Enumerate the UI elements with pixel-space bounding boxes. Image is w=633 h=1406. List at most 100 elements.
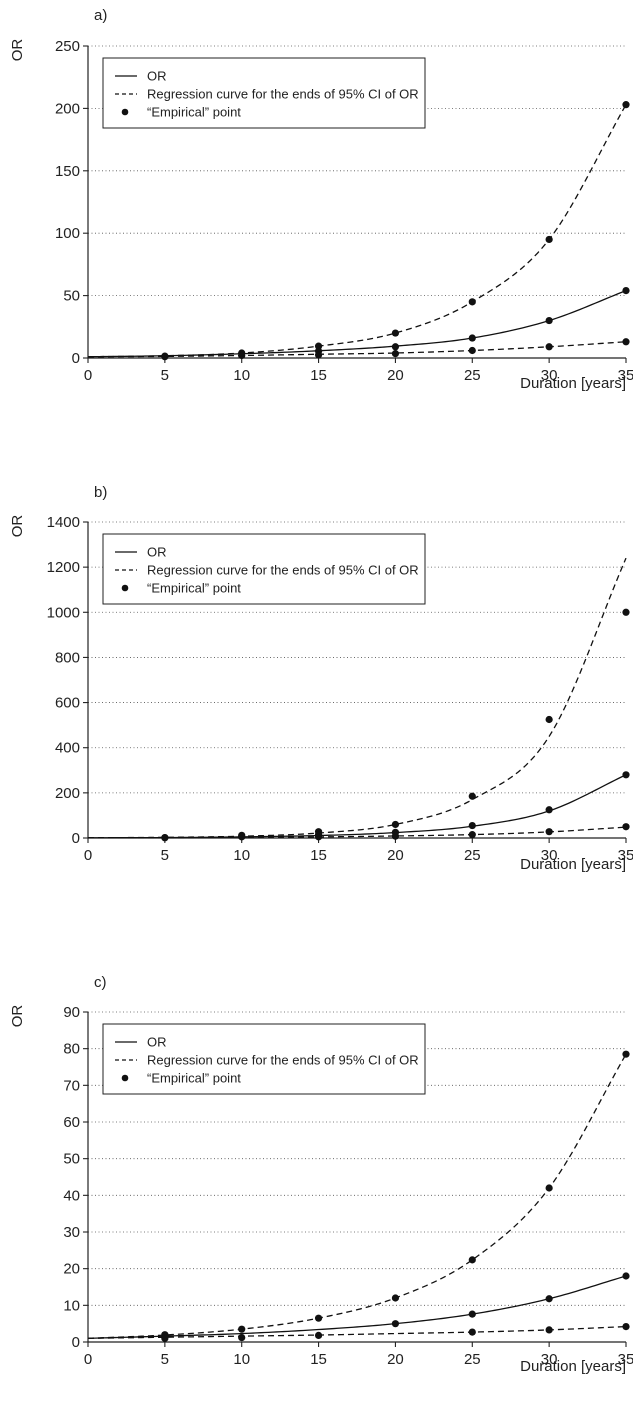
ci-regression-curve [87,1325,627,1339]
x-tick-label: 20 [387,1351,404,1368]
empirical-point [238,1325,246,1333]
x-axis-label: Duration [years] [520,1358,626,1375]
y-tick-label: 250 [55,38,80,55]
x-tick-label: 35 [618,367,633,384]
y-tick-label: 50 [63,1151,80,1168]
y-tick-label: 40 [63,1187,80,1204]
y-tick-label: 150 [55,163,80,180]
empirical-point [468,346,476,355]
empirical-point [161,353,169,361]
empirical-point [622,823,630,831]
empirical-point [622,101,630,109]
x-tick-label: 20 [387,847,404,864]
y-tick-label: 10 [63,1297,80,1314]
empirical-point [314,342,323,350]
x-tick-label: 20 [387,367,404,384]
legend-label: OR [147,1035,167,1050]
empirical-point [161,1334,169,1342]
empirical-point [545,343,553,351]
x-tick-label: 5 [161,847,169,864]
y-tick-label: 50 [63,288,80,305]
y-tick-label: 80 [63,1041,80,1058]
x-axis-label: Duration [years] [520,375,626,392]
y-tick-label: 0 [72,830,80,847]
empirical-point [391,1320,400,1328]
ci-regression-curve [88,826,627,839]
panel-label: a) [94,7,107,24]
empirical-point [391,820,400,829]
empirical-point [161,834,169,842]
y-tick-label: 0 [72,1334,80,1351]
empirical-point [622,608,630,616]
empirical-point [468,1256,476,1264]
empirical-point [545,1184,553,1192]
x-tick-label: 10 [233,847,250,864]
x-tick-label: 15 [310,847,327,864]
empirical-point [391,832,400,840]
y-tick-label: 70 [63,1077,80,1094]
legend-label: “Empirical” point [147,105,241,120]
legend-empirical-point [121,584,129,592]
y-tick-label: 30 [63,1224,80,1241]
empirical-point [391,1294,400,1302]
empirical-point [545,1295,553,1303]
empirical-point [545,235,553,244]
empirical-point [391,350,400,358]
empirical-point [391,343,400,351]
x-tick-label: 35 [618,847,633,864]
empirical-point [545,715,553,724]
x-tick-label: 35 [618,1351,633,1368]
empirical-point [622,1323,630,1331]
panel-label: b) [94,484,107,501]
y-tick-label: 1400 [47,514,80,531]
legend-label: “Empirical” point [147,581,241,596]
or-curve [87,290,627,358]
legend-box [102,57,426,129]
y-tick-label: 60 [63,1114,80,1131]
x-axis-label: Duration [years] [520,856,626,873]
x-tick-label: 30 [541,1351,558,1368]
x-tick-label: 0 [84,367,92,384]
y-tick-label: 800 [55,649,80,666]
empirical-point [622,1272,630,1280]
y-tick-label: 1200 [47,559,80,576]
empirical-point [314,833,323,841]
y-tick-label: 1000 [47,604,80,621]
or-curve [87,774,627,839]
x-tick-label: 30 [541,367,558,384]
legend-label: Regression curve for the ends of 95% CI … [147,1053,419,1068]
legend-box [102,533,426,605]
empirical-point [468,821,476,830]
empirical-point [238,351,246,360]
y-tick-label: 200 [55,100,80,117]
x-tick-label: 10 [233,367,250,384]
x-tick-label: 5 [161,1351,169,1368]
empirical-point [314,351,323,359]
panel-label: c) [94,974,107,991]
empirical-point [545,806,553,814]
empirical-point [468,334,476,342]
legend-empirical-point [121,1074,129,1082]
y-axis-label: OR [9,515,26,538]
x-tick-label: 30 [541,847,558,864]
x-tick-label: 5 [161,367,169,384]
ci-regression-curve [87,104,627,358]
y-axis-label: OR [9,1005,26,1028]
empirical-point [545,1326,553,1334]
empirical-point [622,287,630,295]
empirical-point [545,828,553,836]
legend-box [102,1023,426,1095]
empirical-point [622,771,630,779]
y-axis-label: OR [9,39,26,62]
empirical-point [391,329,400,337]
empirical-point [468,1328,476,1336]
legend-label: OR [147,69,167,84]
x-tick-label: 25 [464,1351,481,1368]
empirical-point [468,792,476,800]
empirical-point [468,1310,476,1318]
or-curve [87,1275,627,1339]
empirical-point [314,1331,323,1339]
empirical-point [238,1334,246,1342]
empirical-point [622,1050,630,1058]
x-tick-label: 0 [84,847,92,864]
